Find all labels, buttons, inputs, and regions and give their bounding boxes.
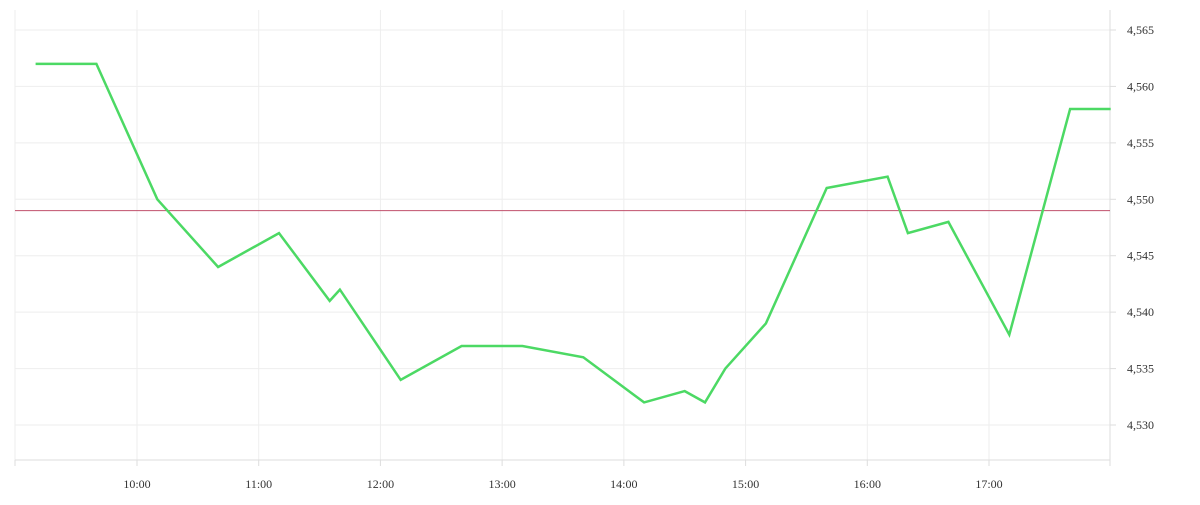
tick-labels: 10:00 11:00 12:00 13:00 14:00 15:00 16:00 17:00… — [123, 23, 1154, 491]
x-tick-label: 14:00 — [610, 477, 637, 491]
axes — [14, 10, 1116, 466]
y-tick-label: 4,565 — [1127, 23, 1154, 37]
x-tick-label: 11:00 — [245, 477, 272, 491]
series-line — [35, 62, 1111, 405]
y-tick-label: 4,550 — [1127, 192, 1154, 206]
grid — [14, 10, 1111, 460]
x-tick-label: 16:00 — [854, 477, 881, 491]
y-tick-label: 4,535 — [1127, 362, 1154, 376]
data-points-layer — [36, 64, 1111, 403]
series-layer — [35, 62, 1111, 405]
y-tick-label: 4,545 — [1127, 249, 1154, 263]
x-tick-label: 17:00 — [975, 477, 1002, 491]
x-tick-label: 15:00 — [732, 477, 759, 491]
x-tick-label: 13:00 — [488, 477, 515, 491]
y-tick-label: 4,555 — [1127, 136, 1154, 150]
y-tick-label: 4,560 — [1127, 79, 1154, 93]
y-tick-label: 4,540 — [1127, 305, 1154, 319]
x-tick-label: 12:00 — [367, 477, 394, 491]
x-tick-label: 10:00 — [123, 477, 150, 491]
y-tick-label: 4,530 — [1127, 418, 1154, 432]
